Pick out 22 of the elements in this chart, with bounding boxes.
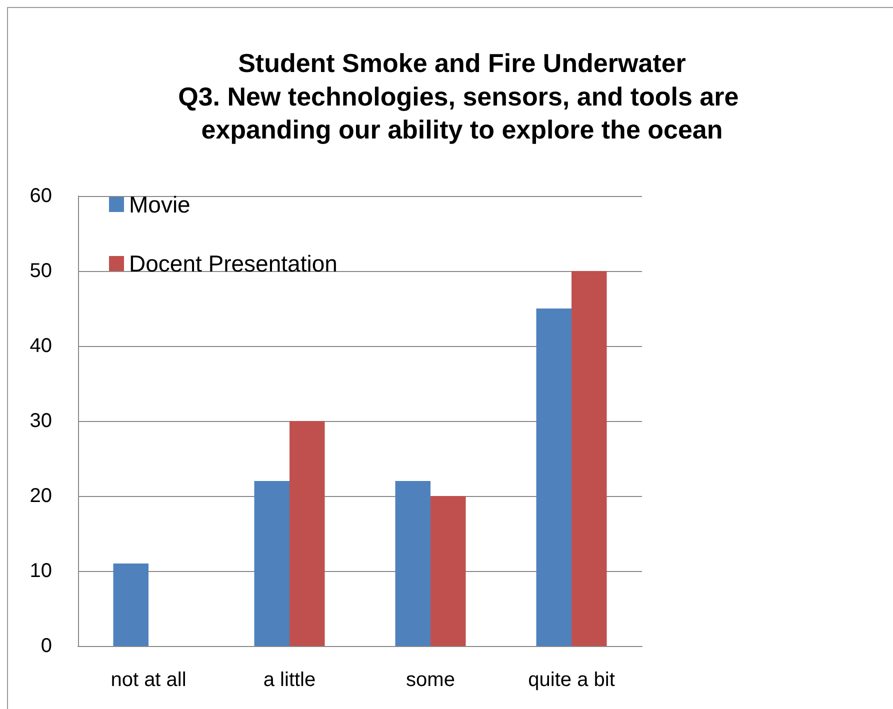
x-tick-label: quite a bit	[528, 669, 616, 691]
bar	[113, 564, 148, 646]
y-tick-label: 50	[30, 260, 52, 282]
y-tick-label: 40	[30, 335, 52, 357]
y-tick-label: 30	[30, 410, 52, 432]
bar	[395, 481, 430, 646]
bar	[536, 308, 572, 646]
y-tick-label: 60	[30, 185, 52, 207]
bar	[290, 421, 325, 646]
x-tick-label: some	[406, 669, 455, 691]
bar	[254, 481, 290, 646]
chart-title: Student Smoke and Fire Underwater	[238, 48, 686, 78]
x-tick-label: not at all	[110, 669, 186, 691]
x-tick-label: a little	[263, 669, 316, 691]
legend-label: Docent Presentation	[129, 250, 338, 276]
y-tick-label: 10	[30, 560, 52, 582]
legend-label: Movie	[129, 192, 190, 218]
chart-subtitle: Q3. New technologies, sensors, and tools are expanding our ability to explore the ocean	[178, 82, 746, 144]
y-tick-label: 20	[30, 485, 52, 507]
bar	[430, 496, 466, 646]
bar	[572, 271, 607, 646]
y-tick-label: 0	[40, 635, 52, 657]
